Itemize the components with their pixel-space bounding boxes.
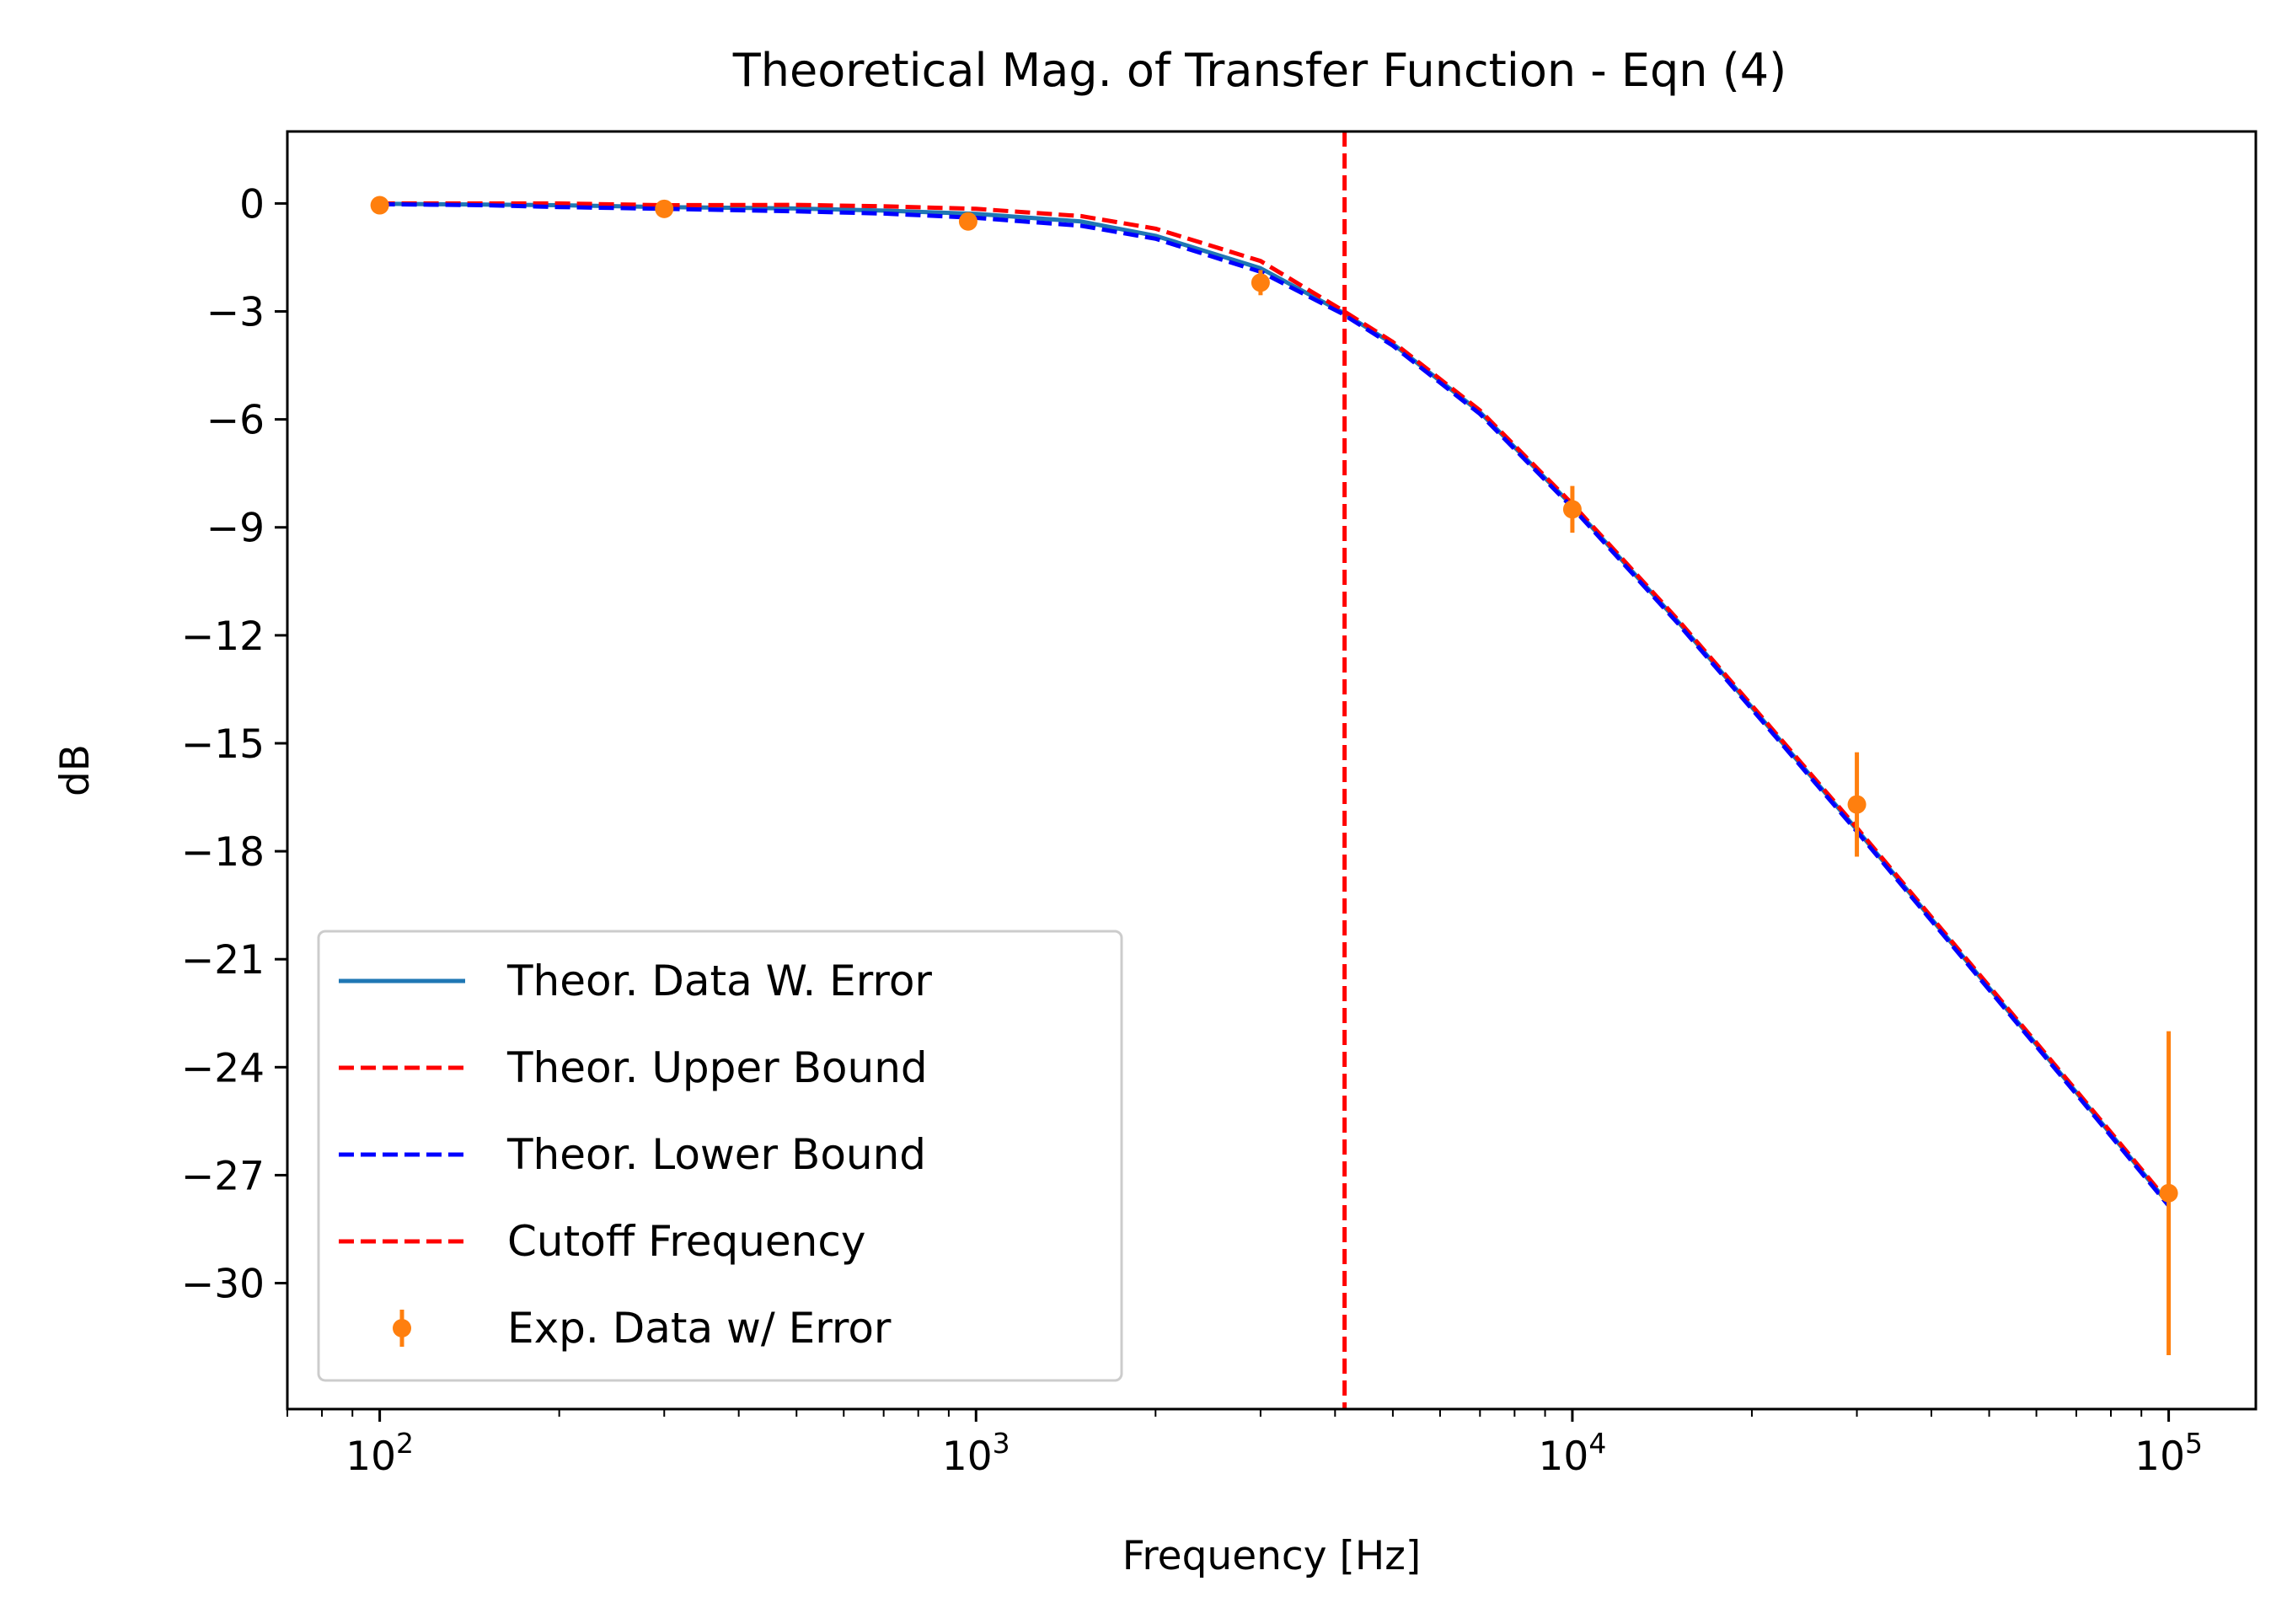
y-tick-label: −21 (181, 937, 265, 984)
plot-series-group (370, 131, 2178, 1409)
legend-label-1: Theor. Data W. Error (506, 957, 932, 1005)
y-tick-label: −18 (181, 829, 265, 876)
legend-box (317, 930, 1123, 1382)
legend: Theor. Data W. Error Theor. Upper Bound Th… (317, 930, 1123, 1382)
x-tick-mantissa: 10 (345, 1434, 396, 1480)
legend-label-3: Theor. Lower Bound (506, 1130, 926, 1179)
legend-swatch-point (393, 1319, 411, 1337)
x-tick-label: 103 (942, 1427, 1010, 1480)
y-tick-label: −3 (206, 290, 265, 336)
y-tick-label: −12 (181, 614, 265, 660)
y-tick-label: −30 (181, 1262, 265, 1308)
x-tick-exponent: 3 (993, 1427, 1010, 1460)
y-axis-ticks: 0 −3 −6 −9 −12 −15 −18 −21 −24 −27 −30 (181, 181, 287, 1308)
y-tick-label: −6 (206, 398, 265, 444)
exp-data-point (655, 199, 674, 218)
y-tick-label: 0 (239, 181, 265, 228)
x-tick-label: 104 (1539, 1427, 1607, 1480)
y-tick-label: −27 (181, 1153, 265, 1199)
x-tick-mantissa: 10 (1539, 1434, 1589, 1480)
exp-data-point (1847, 795, 1867, 814)
x-tick-label: 105 (2134, 1427, 2203, 1480)
x-tick-mantissa: 10 (2134, 1434, 2185, 1480)
legend-label-5: Exp. Data w/ Error (507, 1304, 892, 1353)
x-tick-mantissa: 10 (942, 1434, 993, 1480)
x-tick-label: 102 (345, 1427, 414, 1480)
legend-label-2: Theor. Upper Bound (506, 1043, 928, 1092)
exp-data-point (2159, 1183, 2178, 1203)
series-line-3 (379, 201, 2171, 1208)
axes-frame (286, 130, 2258, 1411)
x-tick-exponent: 5 (2185, 1427, 2203, 1460)
x-tick-exponent: 4 (1588, 1427, 1606, 1460)
x-axis-label: Frequency [Hz] (1122, 1533, 1421, 1579)
x-axis-ticks: 102 103 104 105 (287, 1409, 2203, 1480)
y-tick-label: −15 (181, 721, 265, 768)
chart-title: Theoretical Mag. of Transfer Function - … (732, 44, 1786, 97)
legend-label-4: Cutoff Frequency (507, 1217, 865, 1266)
exp-data-point (1562, 500, 1582, 519)
y-axis-label: dB (52, 744, 99, 796)
exp-data-point (958, 212, 977, 231)
y-tick-label: −9 (206, 506, 265, 552)
exp-data-point (1251, 273, 1270, 292)
x-tick-exponent: 2 (396, 1427, 414, 1460)
y-tick-label: −24 (181, 1045, 265, 1091)
plot-area (370, 131, 2178, 1409)
exp-data-point (370, 196, 389, 215)
series-line-2 (379, 201, 2171, 1204)
